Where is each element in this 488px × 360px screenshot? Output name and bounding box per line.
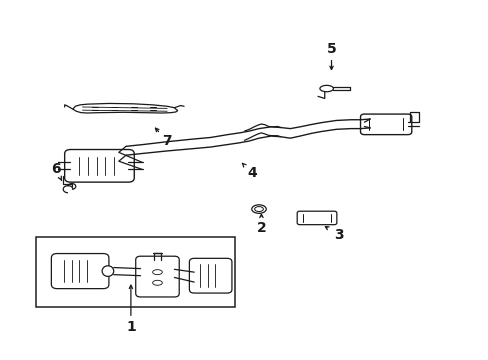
FancyBboxPatch shape — [64, 149, 134, 182]
Polygon shape — [73, 103, 178, 113]
Text: 2: 2 — [256, 221, 266, 235]
Ellipse shape — [319, 85, 333, 92]
Text: 1: 1 — [126, 320, 136, 334]
Ellipse shape — [102, 266, 114, 276]
Text: 4: 4 — [246, 166, 256, 180]
FancyBboxPatch shape — [136, 256, 179, 297]
Text: 5: 5 — [326, 42, 336, 56]
Text: 6: 6 — [51, 162, 61, 176]
FancyBboxPatch shape — [360, 114, 411, 135]
FancyBboxPatch shape — [297, 211, 336, 225]
FancyBboxPatch shape — [51, 253, 109, 289]
Bar — [36, 237, 234, 307]
Ellipse shape — [152, 270, 162, 275]
Ellipse shape — [152, 280, 162, 285]
FancyBboxPatch shape — [189, 258, 231, 293]
Ellipse shape — [251, 205, 265, 213]
Ellipse shape — [254, 207, 263, 212]
Text: 3: 3 — [333, 228, 343, 242]
Text: 7: 7 — [162, 134, 172, 148]
